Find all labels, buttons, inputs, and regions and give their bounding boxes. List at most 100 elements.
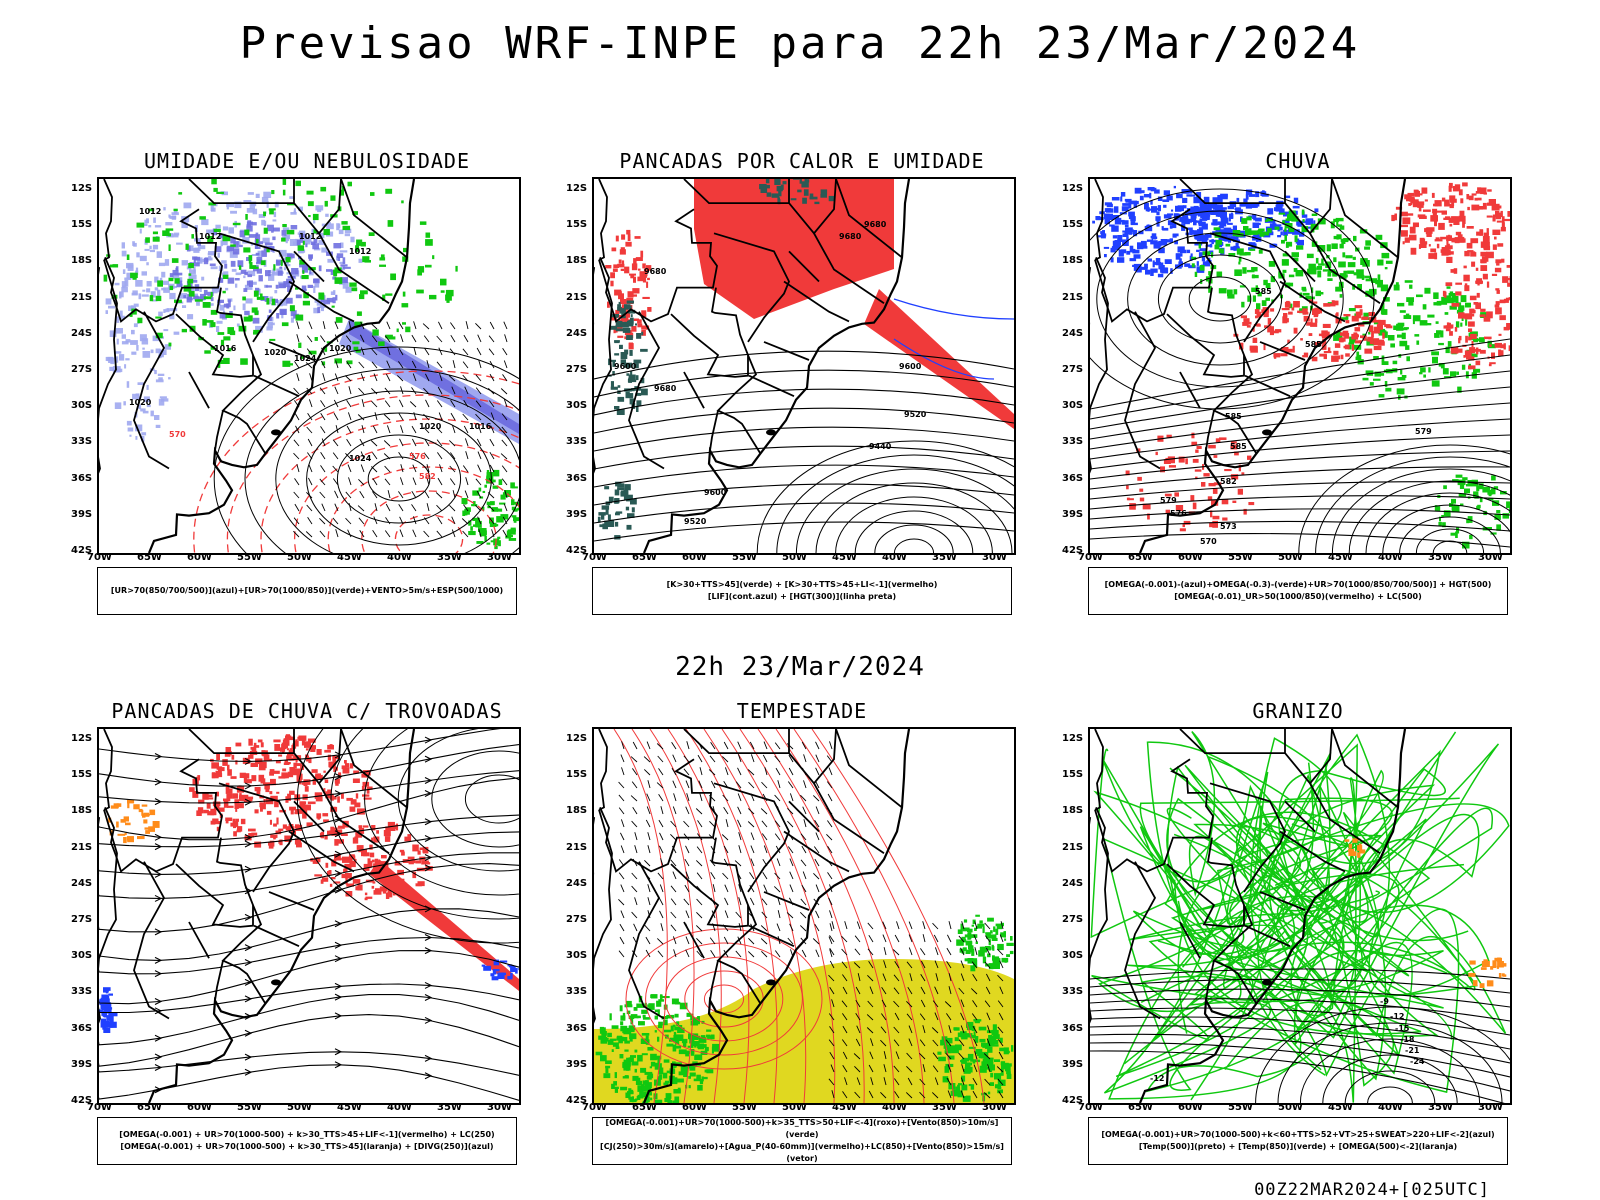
contour-label: 570 [1200,537,1217,546]
legend-box: [OMEGA(-0.001)+UR>70(1000-500)+k>35_TTS>… [592,1117,1012,1165]
lat-tick-label: 39S [566,508,588,520]
contour-label: 9520 [684,517,707,526]
lat-tick-label: 33S [566,436,588,448]
lat-tick-label: 27S [71,914,93,926]
lat-tick-label: 27S [71,364,93,376]
legend-box: [K>30+TTS>45](verde) + [K>30+TTS>45+LI<-… [592,567,1012,615]
lon-tick-label: 65W [1128,1102,1153,1113]
lon-tick-label: 60W [682,1102,707,1113]
lon-tick-label: 65W [632,1102,657,1113]
lat-tick-label: 33S [566,986,588,998]
contour-label: 1020 [129,398,152,407]
lat-tick-label: 18S [71,805,93,817]
contour-label: 585 [1225,412,1242,421]
legend-line: [K>30+TTS>45](verde) + [K>30+TTS>45+LI<-… [666,580,938,589]
lat-tick-label: 21S [71,841,93,853]
lon-tick-label: 65W [1128,552,1153,563]
lon-tick-label: 30W [982,552,1007,563]
lon-tick-label: 65W [137,552,162,563]
lat-tick-label: 42S [1062,545,1084,556]
legend-line: [OMEGA(-0.01)_UR>50(1000/850)(vermelho) … [1174,592,1422,601]
contour-label: -12 [1150,1074,1164,1083]
contour-label: 585 [1230,442,1247,451]
lon-tick-label: 35W [437,552,462,563]
contour-label: 1016 [214,344,237,353]
lat-tick-label: 42S [1062,1095,1084,1106]
contour-label: 1020 [264,348,287,357]
contour-label: 9600 [704,488,727,497]
panel-umidade: UMIDADE E/OU NEBULOSIDADE 1012 1012 1012 101… [71,149,521,641]
lon-tick-label: 35W [1428,1102,1453,1113]
contour-label: 579 [1415,427,1432,436]
lon-tick-label: 45W [337,552,362,563]
lat-tick-label: 27S [1062,914,1084,926]
lon-tick-label: 65W [137,1102,162,1113]
legend-line: [OMEGA(-0.001)-(azul)+OMEGA(-0.3)-(verde… [1104,580,1492,589]
contour-label: 576 [1170,509,1187,518]
lon-tick-label: 55W [1228,1102,1253,1113]
lon-tick-label: 40W [1378,552,1403,563]
lon-tick-label: 35W [437,1102,462,1113]
lon-tick-label: 60W [187,552,212,563]
lat-tick-label: 18S [1062,255,1084,267]
lat-tick-label: 39S [1062,1058,1084,1070]
map-pancadas-trovoadas [97,727,521,1105]
lat-tick-label: 39S [566,1058,588,1070]
lon-tick-label: 30W [487,552,512,563]
middle-date-title: 22h 23/Mar/2024 [675,652,925,682]
contour-label: -18 [1400,1035,1415,1044]
legend-box: [OMEGA(-0.001)-(azul)+OMEGA(-0.3)-(verde… [1088,567,1508,615]
legend-line: [LIF](cont.azul) + [HGT(300)](linha pret… [707,592,897,601]
contour-label: 576 [409,452,426,461]
lon-tick-label: 50W [1278,1102,1303,1113]
lat-tick-label: 42S [71,545,93,556]
lon-tick-label: 70W [582,552,607,563]
lon-tick-label: 50W [1278,552,1303,563]
lat-tick-label: 18S [566,805,588,817]
panel-title: CHUVA [1265,149,1331,173]
map-umidade: 1012 1012 1012 1012 1016 1020 1020 1024 1024 1020… [97,177,521,555]
panel-pancadas-trovoadas: PANCADAS DE CHUVA C/ TROVOADAS 12S 15S 18S 2… [71,699,521,1191]
map-tempestade [592,727,1016,1105]
lat-tick-label: 30S [566,950,588,962]
lon-tick-label: 40W [387,552,412,563]
lat-tick-label: 24S [566,327,588,339]
lon-tick-label: 60W [187,1102,212,1113]
lon-tick-label: 50W [782,552,807,563]
lat-tick-label: 27S [566,364,588,376]
lat-tick-label: 39S [1062,508,1084,520]
panel-title: PANCADAS POR CALOR E UMIDADE [619,149,985,173]
panel-tempestade: TEMPESTADE 12S 15S 18S 21S 24S 27S 30S 33S 36S 39S… [566,699,1016,1191]
lat-tick-label: 27S [566,914,588,926]
lon-tick-label: 55W [732,1102,757,1113]
contour-label: 573 [1220,522,1237,531]
lat-tick-label: 15S [1062,769,1084,781]
lat-tick-label: 33S [1062,986,1084,998]
contour-label: 1020 [329,344,352,353]
legend-line: [OMEGA(-0.001)+UR>70(1000-500)+k<60+TTS>… [1101,1130,1495,1139]
run-timestamp: 00Z22MAR2024+[025UTC] [1254,1180,1490,1200]
map-chuva: 585 585 585 579 585 582 579 576 573 570 [1088,177,1512,555]
lat-tick-label: 15S [71,219,93,231]
lat-tick-label: 24S [1062,327,1084,339]
lat-tick-label: 21S [1062,291,1084,303]
contour-label: 1012 [139,207,161,216]
lat-tick-label: 36S [566,1022,588,1034]
legend-line: [CJ(250)>30m/s](amarelo)+[Agua_P(40-60mm… [600,1142,1004,1163]
contour-label: 585 [1305,340,1322,349]
map-canvas [99,729,519,1103]
lat-tick-label: 39S [71,508,93,520]
lon-tick-label: 40W [1378,1102,1403,1113]
lon-tick-label: 35W [932,1102,957,1113]
lat-tick-label: 12S [566,183,588,195]
contour-label: 9600 [899,362,922,371]
lat-tick-label: 27S [1062,364,1084,376]
contour-label: 9680 [644,267,667,276]
lat-tick-label: 39S [71,1058,93,1070]
lon-tick-label: 60W [682,552,707,563]
lat-tick-label: 30S [566,400,588,412]
legend-box: [UR>70(850/700/500)](azul)+[UR>70(1000/8… [97,567,517,615]
lon-tick-label: 35W [1428,552,1453,563]
legend-box: [OMEGA(-0.001) + UR>70(1000-500) + k>30_… [97,1117,517,1165]
contour-label: -24 [1410,1057,1425,1066]
